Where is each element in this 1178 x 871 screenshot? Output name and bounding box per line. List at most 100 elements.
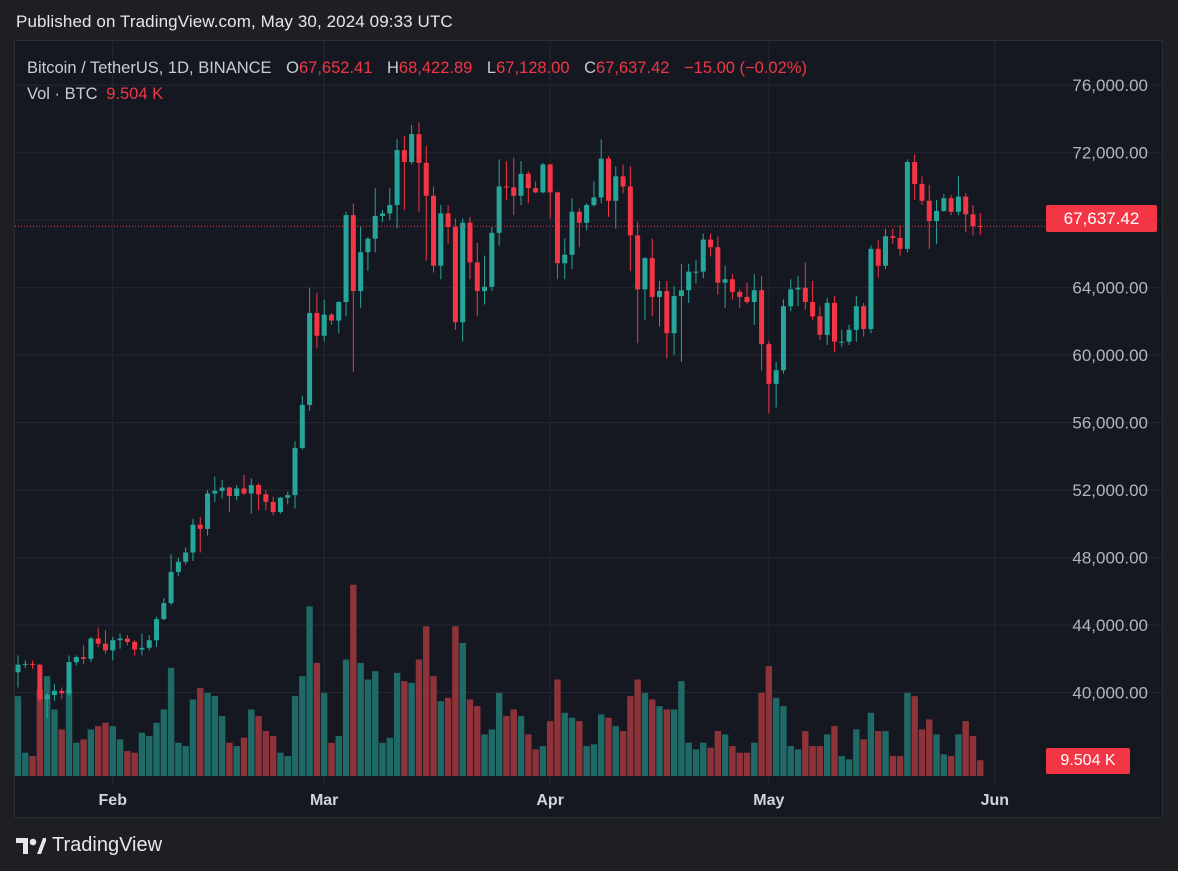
volume-bar	[182, 746, 189, 776]
candle-body	[124, 638, 130, 642]
chart-panel[interactable]	[14, 40, 1163, 818]
candle-body	[671, 296, 677, 334]
candle-body	[350, 215, 356, 292]
volume-bar	[561, 712, 568, 776]
candle-body	[328, 314, 334, 321]
volume-bar	[875, 731, 882, 776]
volume-bar	[481, 734, 488, 776]
candle-body	[409, 134, 415, 162]
open-value: 67,652.41	[298, 59, 373, 77]
candle-body	[37, 664, 43, 700]
candle-body	[205, 493, 211, 529]
volume-bar	[408, 682, 415, 776]
candle-body	[88, 638, 94, 659]
candle-body	[416, 134, 422, 163]
volume-bar	[474, 706, 481, 776]
candle-body	[518, 173, 524, 196]
time-tick-label: Mar	[310, 792, 338, 809]
volume-bar	[364, 679, 372, 776]
volume-bar	[211, 696, 219, 776]
candle-body	[226, 487, 232, 497]
volume-bar	[65, 689, 73, 776]
price-tick-label: 40,000.00	[1072, 684, 1148, 703]
volume-bar	[546, 721, 554, 776]
candle-body	[686, 271, 692, 291]
volume-bar	[947, 756, 955, 776]
candle-body	[110, 640, 116, 651]
volume-bar	[955, 734, 962, 776]
volume-bar	[539, 746, 547, 776]
volume-bar	[423, 626, 430, 776]
volume-bar	[977, 760, 984, 776]
candle-body	[773, 370, 779, 384]
ohlc-row: Bitcoin / TetherUS, 1D, BINANCE O67,652.…	[27, 55, 807, 81]
candle-body	[977, 226, 983, 228]
volume-bar	[116, 739, 124, 776]
symbol-title[interactable]: Bitcoin / TetherUS, 1D, BINANCE	[27, 59, 272, 77]
volume-bar	[802, 731, 809, 776]
candle-body	[438, 213, 444, 266]
open-label: O	[286, 59, 299, 77]
candle-body	[810, 302, 816, 317]
volume-bar	[335, 736, 342, 776]
volume-bar	[692, 749, 700, 776]
volume-bar	[583, 746, 590, 776]
volume-bar	[138, 732, 146, 776]
candle-body	[824, 302, 830, 335]
candle-body	[948, 198, 954, 212]
volume-bar	[590, 744, 598, 776]
volume-bar	[233, 746, 240, 776]
candle-body	[474, 262, 480, 292]
volume-bar	[131, 752, 138, 776]
volume-bar	[670, 709, 678, 776]
candle-body	[460, 222, 466, 323]
brand-footer[interactable]: TradingView	[16, 834, 162, 857]
candle-body	[365, 238, 371, 253]
volume-bar	[787, 746, 794, 776]
price-tick-label: 44,000.00	[1072, 616, 1148, 635]
candle-body	[44, 695, 50, 700]
candle-body	[139, 647, 145, 650]
volume-bar	[306, 606, 313, 776]
candle-body	[620, 176, 626, 187]
time-tick-label: May	[753, 792, 784, 809]
volume-bar	[525, 734, 532, 776]
volume-bar	[226, 742, 233, 776]
candle-body	[649, 258, 655, 297]
volume-bar	[714, 731, 722, 776]
candle-body	[839, 341, 845, 343]
volume-bar	[889, 756, 896, 776]
candle-body	[883, 236, 889, 266]
volume-bar	[576, 721, 583, 776]
price-tick-label: 76,000.00	[1072, 76, 1148, 95]
time-tick-label: Jun	[981, 792, 1009, 809]
candle-body	[66, 662, 72, 694]
volume-bar	[153, 722, 160, 776]
low-value: 67,128.00	[496, 59, 570, 77]
volume-label[interactable]: Vol · BTC	[27, 85, 98, 103]
candle-body	[212, 490, 218, 494]
candle-body	[314, 312, 320, 336]
candle-body	[605, 158, 611, 201]
volume-bar	[962, 721, 969, 776]
volume-value: 9.504 K	[106, 85, 164, 103]
volume-bar	[240, 737, 248, 776]
volume-bar	[634, 679, 641, 776]
candle-body	[343, 215, 349, 303]
volume-bar	[175, 742, 182, 776]
candle-body	[59, 690, 65, 694]
candle-body	[554, 192, 560, 264]
volume-bar	[109, 726, 116, 776]
candle-body	[897, 237, 903, 249]
candle-body	[722, 279, 728, 283]
candle-body	[117, 638, 123, 641]
volume-bar	[743, 752, 751, 776]
volume-bar	[736, 752, 743, 776]
candle-body	[452, 226, 458, 323]
volume-bar	[167, 667, 175, 776]
candle-body	[511, 187, 517, 196]
candle-body	[861, 306, 867, 329]
volume-bar	[204, 692, 211, 776]
last-price-badge: 67,637.42	[1046, 205, 1157, 232]
